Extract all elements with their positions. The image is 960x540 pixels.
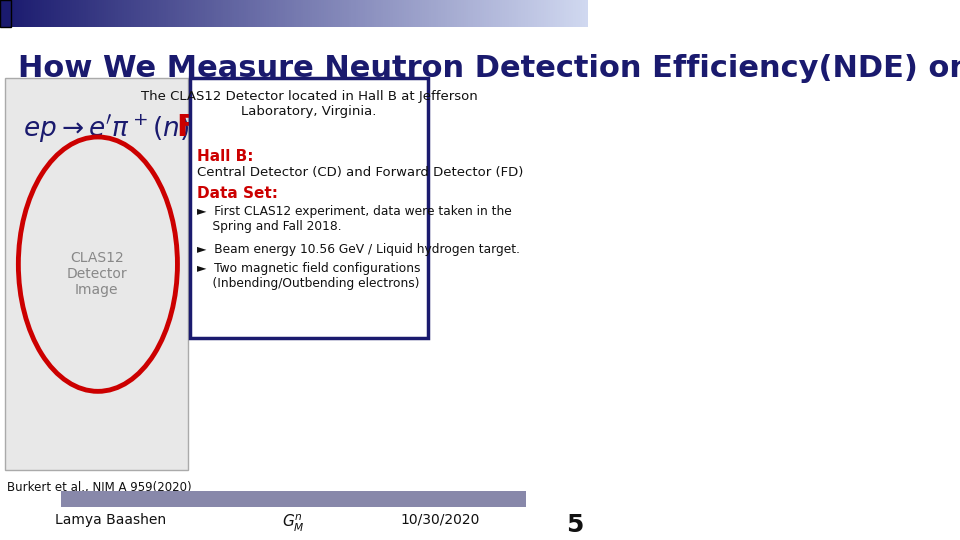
Text: Lamya Baashen: Lamya Baashen [55,512,166,526]
Text: The CLAS12 Detector located in Hall B at Jefferson
Laboratory, Virginia.: The CLAS12 Detector located in Hall B at… [140,90,477,118]
FancyBboxPatch shape [190,78,428,338]
FancyBboxPatch shape [0,0,11,28]
FancyBboxPatch shape [61,491,526,507]
Text: Burkert et al., NIM A 959(2020): Burkert et al., NIM A 959(2020) [8,481,192,494]
Text: How We Measure Neutron Detection Efficiency(NDE) on CLAS12: How We Measure Neutron Detection Efficie… [18,54,960,83]
Text: Data Set:: Data Set: [197,186,278,201]
Text: ►  Beam energy 10.56 GeV / Liquid hydrogen target.: ► Beam energy 10.56 GeV / Liquid hydroge… [197,242,520,255]
Text: CLAS12
Detector
Image: CLAS12 Detector Image [66,251,127,297]
Text: $ep \rightarrow e'\pi^+(n)$: $ep \rightarrow e'\pi^+(n)$ [23,112,189,145]
Text: ►  First CLAS12 experiment, data were taken in the
    Spring and Fall 2018.: ► First CLAS12 experiment, data were tak… [197,205,512,233]
Text: Hall B:: Hall B: [197,148,253,164]
Text: $G^n_M$: $G^n_M$ [282,512,305,534]
Text: FD: FD [177,112,222,141]
Text: ►  Two magnetic field configurations
    (Inbending/Outbending electrons): ► Two magnetic field configurations (Inb… [197,262,420,290]
Text: 10/30/2020: 10/30/2020 [401,512,480,526]
Text: 5: 5 [566,512,584,537]
Text: Central Detector (CD) and Forward Detector (FD): Central Detector (CD) and Forward Detect… [197,166,523,179]
FancyBboxPatch shape [5,78,188,470]
